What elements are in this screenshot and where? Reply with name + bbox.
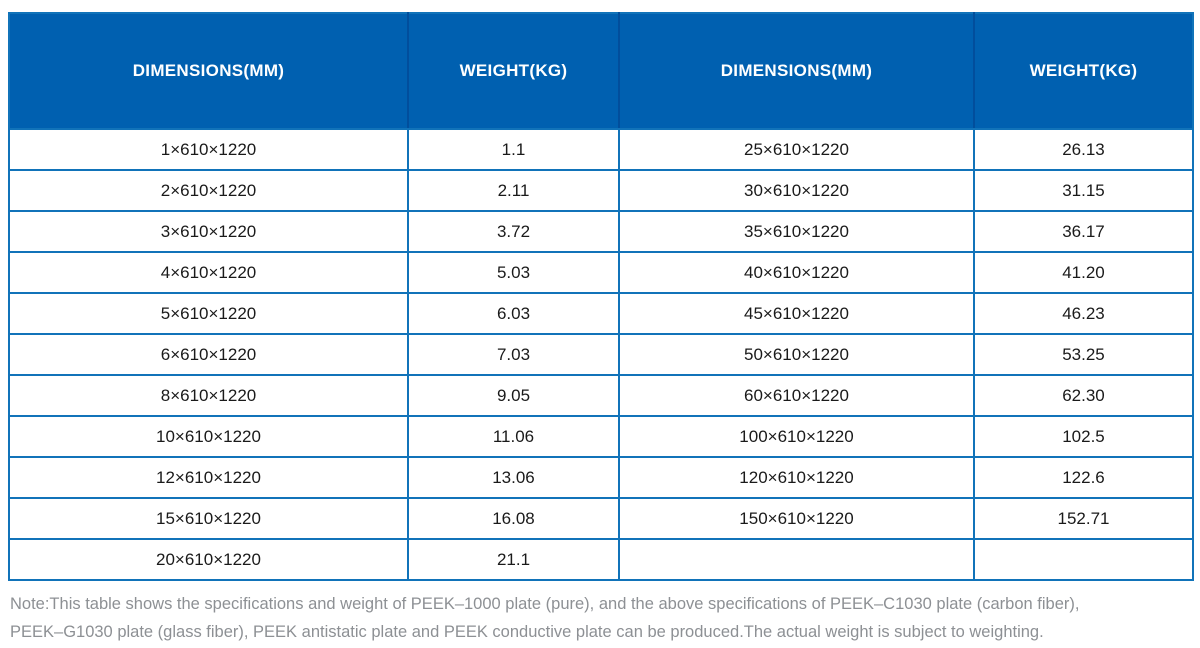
dimensions-cell: 12×610×1220 bbox=[8, 456, 409, 499]
dimensions-cell: 8×610×1220 bbox=[8, 374, 409, 417]
dimensions-cell: 40×610×1220 bbox=[618, 251, 975, 294]
dimensions-cell: 10×610×1220 bbox=[8, 415, 409, 458]
table-row: 8×610×1220 9.05 60×610×1220 62.30 bbox=[8, 374, 1194, 417]
table-body: 1×610×1220 1.1 25×610×1220 26.13 2×610×1220 2… bbox=[8, 128, 1194, 581]
weight-cell bbox=[973, 538, 1194, 581]
dimensions-cell: 25×610×1220 bbox=[618, 128, 975, 171]
weight-cell: 62.30 bbox=[973, 374, 1194, 417]
note-text: Note:This table shows the specifications… bbox=[10, 590, 1190, 646]
dimensions-cell: 3×610×1220 bbox=[8, 210, 409, 253]
weight-cell: 41.20 bbox=[973, 251, 1194, 294]
weight-cell: 16.08 bbox=[407, 497, 620, 540]
table-row: 20×610×1220 21.1 bbox=[8, 538, 1194, 581]
weight-cell: 21.1 bbox=[407, 538, 620, 581]
column-header-weight-1: WEIGHT(KG) bbox=[408, 13, 620, 130]
dimensions-cell: 150×610×1220 bbox=[618, 497, 975, 540]
weight-cell: 26.13 bbox=[973, 128, 1194, 171]
dimensions-cell: 45×610×1220 bbox=[618, 292, 975, 335]
header-row: DIMENSIONS(MM) WEIGHT(KG) DIMENSIONS(MM)… bbox=[9, 13, 1193, 130]
weight-cell: 5.03 bbox=[407, 251, 620, 294]
table-header: DIMENSIONS(MM) WEIGHT(KG) DIMENSIONS(MM)… bbox=[9, 13, 1193, 130]
table-row: 10×610×1220 11.06 100×610×1220 102.5 bbox=[8, 415, 1194, 458]
dimensions-cell: 30×610×1220 bbox=[618, 169, 975, 212]
column-header-dimensions-1: DIMENSIONS(MM) bbox=[9, 13, 409, 130]
dimensions-cell: 35×610×1220 bbox=[618, 210, 975, 253]
dimensions-cell: 20×610×1220 bbox=[8, 538, 409, 581]
table-row: 6×610×1220 7.03 50×610×1220 53.25 bbox=[8, 333, 1194, 376]
table-row: 1×610×1220 1.1 25×610×1220 26.13 bbox=[8, 128, 1194, 171]
weight-cell: 31.15 bbox=[973, 169, 1194, 212]
weight-cell: 3.72 bbox=[407, 210, 620, 253]
weight-cell: 9.05 bbox=[407, 374, 620, 417]
column-header-dimensions-2: DIMENSIONS(MM) bbox=[619, 13, 975, 130]
weight-cell: 6.03 bbox=[407, 292, 620, 335]
dimensions-cell: 15×610×1220 bbox=[8, 497, 409, 540]
dimensions-cell: 6×610×1220 bbox=[8, 333, 409, 376]
dimensions-cell bbox=[618, 538, 975, 581]
note-line-2: PEEK–G1030 plate (glass fiber), PEEK ant… bbox=[10, 623, 1044, 641]
weight-cell: 46.23 bbox=[973, 292, 1194, 335]
note-line-1: Note:This table shows the specifications… bbox=[10, 595, 1080, 613]
dimensions-cell: 2×610×1220 bbox=[8, 169, 409, 212]
table-row: 4×610×1220 5.03 40×610×1220 41.20 bbox=[8, 251, 1194, 294]
weight-cell: 2.11 bbox=[407, 169, 620, 212]
table-row: 15×610×1220 16.08 150×610×1220 152.71 bbox=[8, 497, 1194, 540]
dimensions-cell: 60×610×1220 bbox=[618, 374, 975, 417]
weight-cell: 122.6 bbox=[973, 456, 1194, 499]
column-header-weight-2: WEIGHT(KG) bbox=[974, 13, 1193, 130]
table-row: 12×610×1220 13.06 120×610×1220 122.6 bbox=[8, 456, 1194, 499]
weight-cell: 1.1 bbox=[407, 128, 620, 171]
weight-cell: 13.06 bbox=[407, 456, 620, 499]
weight-cell: 152.71 bbox=[973, 497, 1194, 540]
dimensions-cell: 5×610×1220 bbox=[8, 292, 409, 335]
weight-cell: 11.06 bbox=[407, 415, 620, 458]
table-row: 2×610×1220 2.11 30×610×1220 31.15 bbox=[8, 169, 1194, 212]
dimensions-cell: 4×610×1220 bbox=[8, 251, 409, 294]
table-row: 3×610×1220 3.72 35×610×1220 36.17 bbox=[8, 210, 1194, 253]
weight-cell: 7.03 bbox=[407, 333, 620, 376]
dimensions-cell: 100×610×1220 bbox=[618, 415, 975, 458]
table-row: 5×610×1220 6.03 45×610×1220 46.23 bbox=[8, 292, 1194, 335]
dimensions-cell: 50×610×1220 bbox=[618, 333, 975, 376]
weight-cell: 102.5 bbox=[973, 415, 1194, 458]
dimensions-cell: 1×610×1220 bbox=[8, 128, 409, 171]
weight-cell: 53.25 bbox=[973, 333, 1194, 376]
weight-cell: 36.17 bbox=[973, 210, 1194, 253]
dimensions-cell: 120×610×1220 bbox=[618, 456, 975, 499]
spec-table: DIMENSIONS(MM) WEIGHT(KG) DIMENSIONS(MM)… bbox=[8, 12, 1194, 581]
